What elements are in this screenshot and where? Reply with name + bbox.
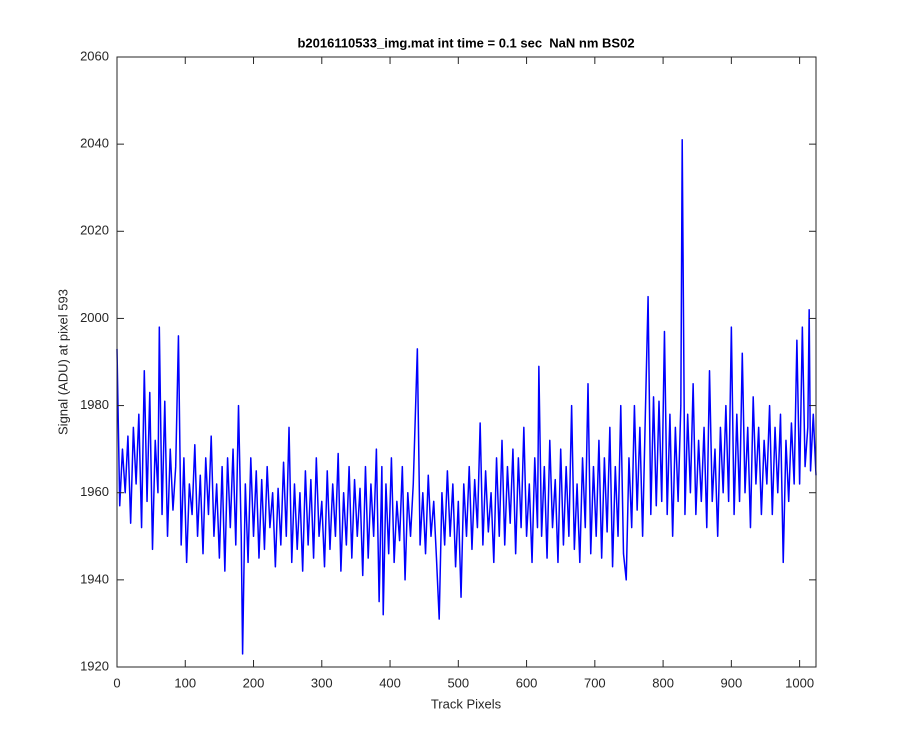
x-tick-label: 300 [311, 675, 333, 690]
y-tick-label: 1960 [80, 484, 109, 499]
x-tick-label: 400 [379, 675, 401, 690]
y-axis-label: Signal (ADU) at pixel 593 [55, 289, 70, 435]
plot-marks [116, 139, 817, 655]
x-tick-label: 0 [113, 675, 120, 690]
x-tick-label: 600 [516, 675, 538, 690]
x-tick-label: 1000 [785, 675, 814, 690]
x-tick-label: 500 [447, 675, 469, 690]
x-tick-label: 800 [652, 675, 674, 690]
plot-area [117, 57, 816, 667]
x-tick-label: 100 [174, 675, 196, 690]
chart-title: b2016110533_img.mat int time = 0.1 sec N… [297, 35, 634, 50]
axes-frame [116, 56, 817, 668]
x-tick-label: 700 [584, 675, 606, 690]
x-tick-label: 200 [243, 675, 265, 690]
y-tick-label: 2020 [80, 223, 109, 238]
y-tick-label: 1940 [80, 571, 109, 586]
y-tick-label: 1980 [80, 397, 109, 412]
x-axis-label: Track Pixels [431, 696, 502, 711]
x-tick-label: 900 [721, 675, 743, 690]
y-tick-label: 2040 [80, 136, 109, 151]
y-tick-label: 2000 [80, 310, 109, 325]
y-tick-label: 2060 [80, 48, 109, 63]
y-tick-label: 1920 [80, 658, 109, 673]
data-line [116, 139, 817, 655]
